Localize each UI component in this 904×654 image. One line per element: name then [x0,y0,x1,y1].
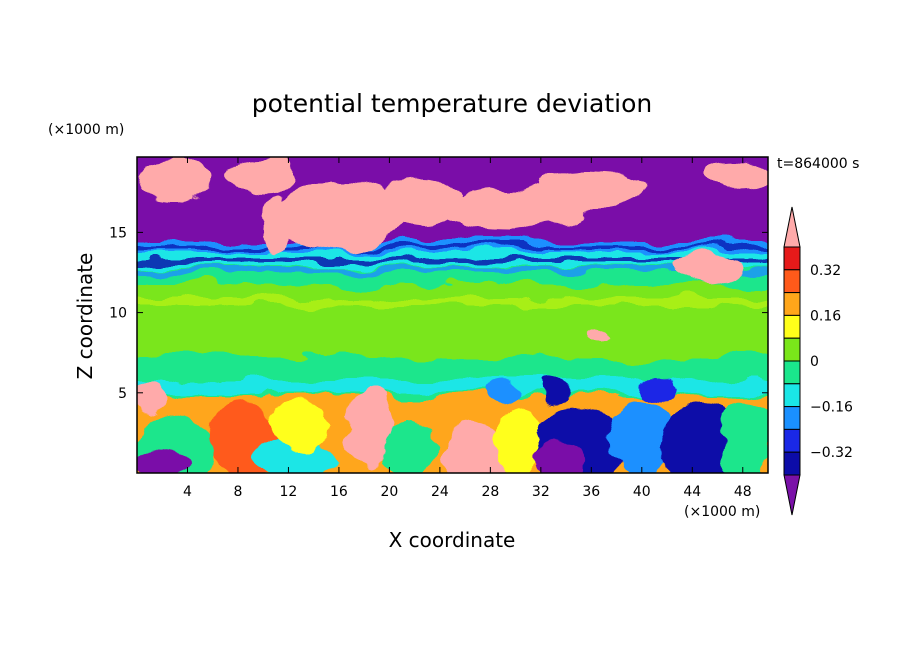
colorbar-label: 0.32 [810,263,841,279]
contour-field [137,157,768,473]
x-tick-label: 20 [380,484,398,500]
colorbar-label: 0 [810,354,819,370]
chart-title: potential temperature deviation [252,89,652,118]
x-tick-label: 12 [280,484,298,500]
colorbar-label: 0.16 [810,308,841,324]
x-tick-label: 40 [633,484,651,500]
colorbar-box [783,406,801,430]
colorbar-box [783,292,801,316]
time-label: t=864000 s [777,156,859,172]
colorbar-extend-max [783,206,801,248]
colorbar: −0.32 −0.16 0 0.16 0.32 [783,206,853,516]
x-axis-label: X coordinate [389,528,516,552]
y-unit-label: (×1000 m) [48,122,124,138]
colorbar-box [783,246,801,271]
colorbar-extend-min [783,474,801,516]
x-tick-label: 36 [582,484,600,500]
colorbar-box [783,451,801,476]
colorbar-box [783,383,801,408]
band-lower-mid [137,316,768,358]
y-axis: 5 10 15 [109,225,768,402]
x-tick-label: 24 [431,484,449,500]
colorbar-box [783,428,801,453]
x-tick-label: 16 [330,484,348,500]
x-axis: 4 8 12 16 20 24 28 32 36 40 44 48 [183,157,752,500]
y-tick-label: 15 [109,225,127,241]
x-tick-label: 4 [183,484,192,500]
colorbar-box [783,337,801,362]
plot-frame [136,156,769,474]
y-tick-label: 5 [118,386,127,402]
x-tick-label: 32 [532,484,550,500]
colorbar-label: −0.16 [810,400,853,416]
y-tick-label: 10 [109,306,127,322]
x-tick-label: 48 [734,484,752,500]
colorbar-box [783,269,801,294]
colorbar-box [783,314,801,339]
x-tick-label: 44 [683,484,701,500]
x-unit-label: (×1000 m) [684,504,760,520]
x-tick-label: 8 [233,484,242,500]
colorbar-box [783,360,801,385]
y-axis-label: Z coordinate [73,253,97,380]
x-tick-label: 28 [481,484,499,500]
colorbar-label: −0.32 [810,445,853,461]
